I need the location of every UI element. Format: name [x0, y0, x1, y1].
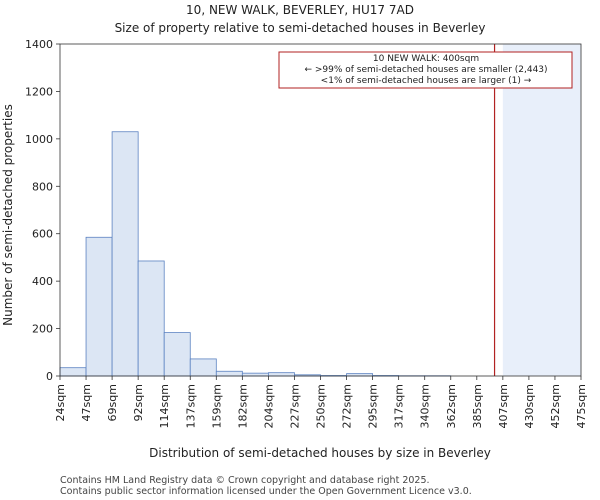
larger-region-highlight: [502, 44, 581, 376]
x-tick-label-452sqm: 452sqm: [549, 384, 562, 428]
bar-137sqm: [189, 358, 217, 377]
x-tick-label-295sqm: 295sqm: [367, 384, 380, 428]
x-tick-label-182sqm: 182sqm: [236, 384, 249, 428]
bar-24sqm: [59, 367, 87, 377]
y-tick-label-1000: 1000: [25, 133, 53, 146]
y-tick-label-0: 0: [46, 370, 53, 383]
x-axis-ticks: 24sqm 47sqm 69sqm 92sqm 114sqm 137sqm 159sqm 18…: [54, 376, 588, 428]
annotation-frame: [278, 51, 573, 89]
y-tick-label-600: 600: [32, 228, 53, 241]
x-tick-label-69sqm: 69sqm: [106, 384, 119, 421]
x-tick-label-24sqm: 24sqm: [54, 384, 67, 421]
x-tick-label-362sqm: 362sqm: [445, 384, 458, 428]
footer-line-1: Contains HM Land Registry data © Crown c…: [60, 475, 430, 486]
annotation-line-2: ← >99% of semi-detached houses are small…: [304, 65, 547, 75]
x-tick-label-475sqm: 475sqm: [575, 384, 588, 428]
annotation-line-1: 10 NEW WALK: 400sqm: [373, 54, 479, 64]
x-tick-label-340sqm: 340sqm: [419, 384, 432, 428]
x-tick-label-227sqm: 227sqm: [288, 384, 301, 428]
bar-92sqm: [137, 260, 165, 377]
y-tick-label-400: 400: [32, 275, 53, 288]
y-tick-label-200: 200: [32, 323, 53, 336]
x-tick-label-317sqm: 317sqm: [393, 384, 406, 428]
x-tick-label-385sqm: 385sqm: [471, 384, 484, 428]
x-tick-label-272sqm: 272sqm: [341, 384, 354, 428]
bar-47sqm: [85, 236, 113, 377]
x-tick-label-114sqm: 114sqm: [158, 384, 171, 428]
x-tick-label-47sqm: 47sqm: [80, 384, 93, 421]
x-tick-label-159sqm: 159sqm: [210, 384, 223, 428]
y-axis-label: Number of semi-detached properties: [1, 104, 15, 326]
chart-title: 10, NEW WALK, BEVERLEY, HU17 7AD: [186, 3, 414, 17]
y-tick-label-1400: 1400: [25, 38, 53, 51]
bar-204sqm: [267, 372, 295, 377]
y-axis-ticks: 0 200 400 600 800 1000 1200 1400: [25, 38, 60, 383]
x-axis-label: Distribution of semi-detached houses by …: [149, 446, 491, 460]
bars-group: [59, 131, 452, 377]
x-tick-label-250sqm: 250sqm: [315, 384, 328, 428]
annotation-line-3: <1% of semi-detached houses are larger (…: [321, 76, 532, 86]
x-tick-label-92sqm: 92sqm: [132, 384, 145, 421]
bar-182sqm: [241, 372, 269, 377]
annotation-box: 10 NEW WALK: 400sqm ← >99% of semi-detac…: [278, 51, 573, 89]
x-tick-label-407sqm: 407sqm: [497, 384, 510, 428]
x-tick-label-137sqm: 137sqm: [184, 384, 197, 428]
y-tick-label-800: 800: [32, 180, 53, 193]
bar-159sqm: [215, 370, 243, 377]
bar-69sqm: [111, 131, 139, 377]
chart-subtitle: Size of property relative to semi-detach…: [115, 21, 486, 35]
bar-114sqm: [163, 332, 191, 377]
x-tick-label-204sqm: 204sqm: [262, 384, 275, 428]
footer-line-2: Contains public sector information licen…: [60, 486, 472, 497]
y-tick-label-1200: 1200: [25, 85, 53, 98]
x-tick-label-430sqm: 430sqm: [523, 384, 536, 428]
